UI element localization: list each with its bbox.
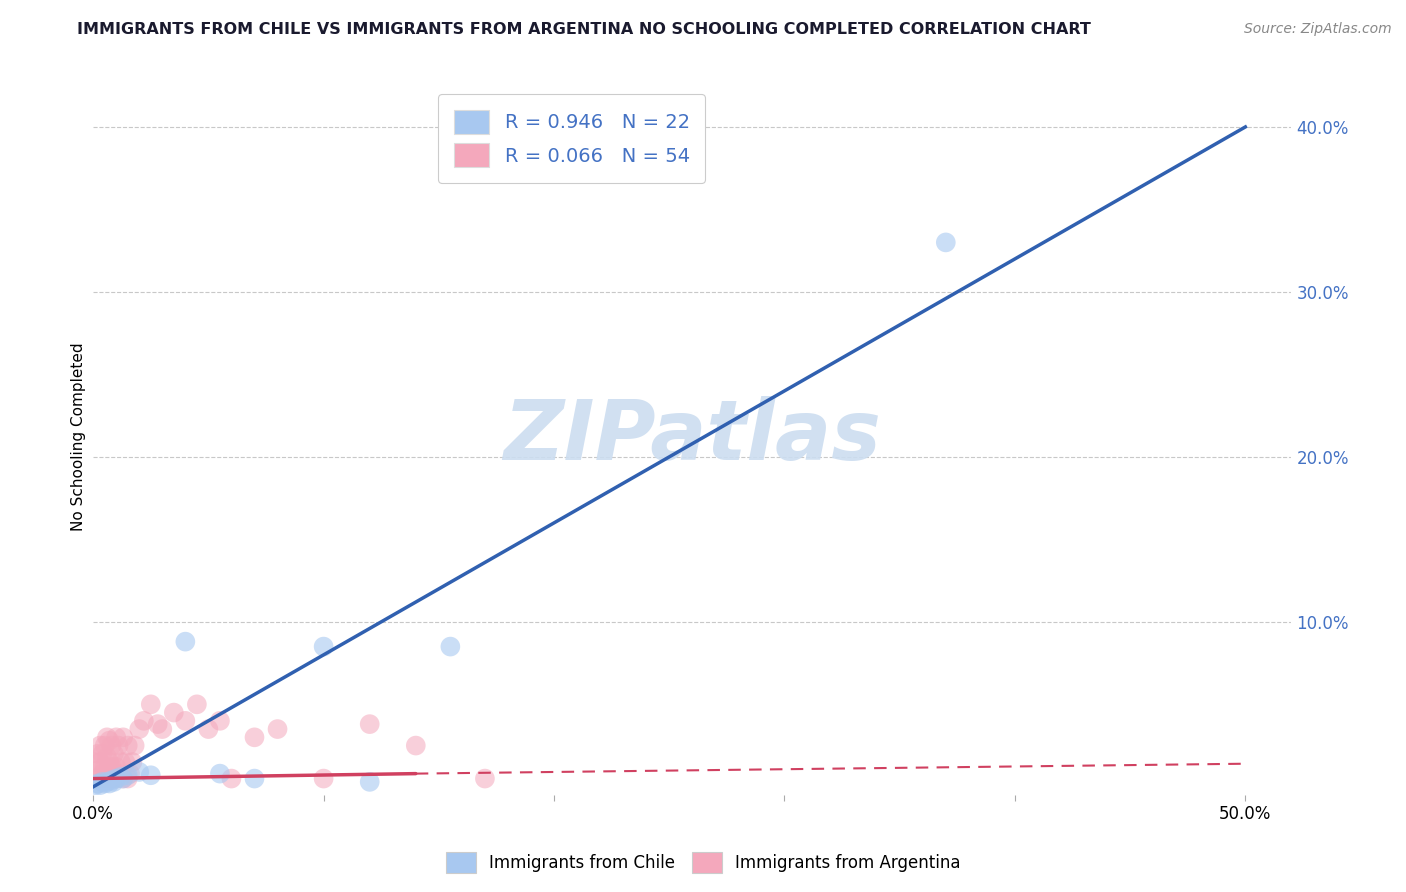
- Point: [117, 768, 139, 782]
- Point: [266, 722, 288, 736]
- Point: [208, 766, 231, 780]
- Point: [146, 717, 169, 731]
- Point: [197, 722, 219, 736]
- Point: [91, 766, 114, 780]
- Point: [98, 733, 121, 747]
- Point: [96, 750, 118, 764]
- Point: [243, 772, 266, 786]
- Point: [405, 739, 427, 753]
- Point: [91, 775, 114, 789]
- Point: [105, 731, 128, 745]
- Point: [89, 772, 111, 786]
- Point: [103, 747, 125, 761]
- Point: [84, 772, 107, 786]
- Point: [93, 739, 115, 753]
- Point: [89, 778, 111, 792]
- Point: [93, 760, 115, 774]
- Point: [163, 706, 186, 720]
- Point: [117, 772, 139, 786]
- Point: [150, 722, 173, 736]
- Point: [89, 739, 111, 753]
- Point: [112, 772, 135, 786]
- Point: [359, 717, 381, 731]
- Point: [96, 766, 118, 780]
- Point: [84, 778, 107, 792]
- Y-axis label: No Schooling Completed: No Schooling Completed: [72, 342, 86, 531]
- Point: [84, 755, 107, 769]
- Point: [87, 764, 110, 778]
- Legend: R = 0.946   N = 22, R = 0.066   N = 54: R = 0.946 N = 22, R = 0.066 N = 54: [439, 95, 706, 183]
- Text: Source: ZipAtlas.com: Source: ZipAtlas.com: [1244, 22, 1392, 37]
- Text: ZIPatlas: ZIPatlas: [503, 396, 882, 476]
- Point: [312, 772, 335, 786]
- Point: [103, 766, 125, 780]
- Point: [93, 776, 115, 790]
- Point: [935, 235, 957, 250]
- Point: [208, 714, 231, 728]
- Point: [100, 773, 122, 788]
- Point: [243, 731, 266, 745]
- Point: [100, 772, 122, 786]
- Point: [359, 775, 381, 789]
- Point: [186, 698, 208, 712]
- Point: [98, 776, 121, 790]
- Point: [98, 755, 121, 769]
- Point: [139, 698, 162, 712]
- Point: [89, 755, 111, 769]
- Point: [439, 640, 461, 654]
- Point: [121, 755, 143, 769]
- Point: [105, 772, 128, 786]
- Point: [128, 722, 150, 736]
- Point: [105, 772, 128, 786]
- Point: [110, 755, 132, 769]
- Point: [117, 739, 139, 753]
- Legend: Immigrants from Chile, Immigrants from Argentina: Immigrants from Chile, Immigrants from A…: [439, 846, 967, 880]
- Point: [87, 747, 110, 761]
- Point: [110, 770, 132, 784]
- Point: [124, 739, 146, 753]
- Point: [103, 775, 125, 789]
- Point: [107, 739, 129, 753]
- Point: [100, 760, 122, 774]
- Point: [98, 772, 121, 786]
- Point: [174, 714, 197, 728]
- Point: [312, 640, 335, 654]
- Point: [118, 766, 141, 780]
- Point: [91, 747, 114, 761]
- Text: IMMIGRANTS FROM CHILE VS IMMIGRANTS FROM ARGENTINA NO SCHOOLING COMPLETED CORREL: IMMIGRANTS FROM CHILE VS IMMIGRANTS FROM…: [77, 22, 1091, 37]
- Point: [87, 776, 110, 790]
- Point: [112, 731, 135, 745]
- Point: [474, 772, 496, 786]
- Point: [114, 755, 136, 769]
- Point: [132, 714, 155, 728]
- Point: [112, 772, 135, 786]
- Point: [174, 634, 197, 648]
- Point: [107, 766, 129, 780]
- Point: [221, 772, 243, 786]
- Point: [105, 760, 128, 774]
- Point: [100, 739, 122, 753]
- Point: [128, 764, 150, 779]
- Point: [96, 775, 118, 789]
- Point: [139, 768, 162, 782]
- Point: [96, 731, 118, 745]
- Point: [93, 772, 115, 786]
